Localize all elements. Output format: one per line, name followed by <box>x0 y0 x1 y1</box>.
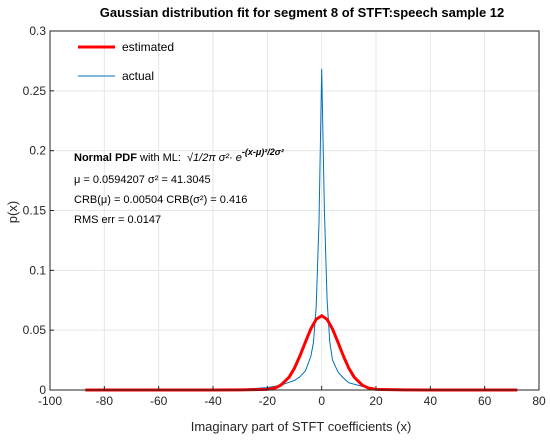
annotation-line-4: RMS err = 0.0147 <box>74 214 161 226</box>
x-tick-label: -80 <box>96 394 114 408</box>
y-tick-label: 0.25 <box>23 84 47 98</box>
legend-label-actual: actual <box>122 69 154 83</box>
x-tick-label: -60 <box>150 394 168 408</box>
x-tick-label: -40 <box>204 394 222 408</box>
x-tick-label: 40 <box>424 394 438 408</box>
y-tick-label: 0.15 <box>23 204 47 218</box>
series-line-estimated <box>85 314 518 392</box>
x-tick-label: -20 <box>259 394 277 408</box>
y-tick-label: 0 <box>39 383 46 397</box>
x-tick-label: 60 <box>478 394 492 408</box>
x-tick-label: 0 <box>318 394 325 408</box>
x-tick-label: 80 <box>532 394 546 408</box>
ticks: -100 -80 -60 -40 -20 0 20 40 60 80 0 0.05 0.1 0.15 0.2… <box>23 24 546 408</box>
annotation-formula-exponent: -(x-μ)²/2σ² <box>242 147 285 157</box>
annotation-line-1: Normal PDF with ML: √1/2π σ²· e-(x-μ)²/2σ… <box>74 147 285 164</box>
legend: estimated actual <box>78 40 174 83</box>
annotation-line-3: CRB(μ) = 0.00504 CRB(σ²) = 0.416 <box>74 194 247 206</box>
annotation-line-2: μ = 0.0594207 σ² = 41.3045 <box>74 174 211 186</box>
x-tick-label: -100 <box>38 394 62 408</box>
fit-annotation: Normal PDF with ML: √1/2π σ²· e-(x-μ)²/2σ… <box>74 147 285 226</box>
y-tick-label: 0.05 <box>23 323 47 337</box>
y-tick-label: 0.3 <box>29 24 46 38</box>
annotation-formula: √1/2π σ²· e <box>187 152 242 164</box>
legend-label-estimated: estimated <box>122 40 174 54</box>
y-tick-label: 0.1 <box>29 263 46 277</box>
x-tick-label: 20 <box>369 394 383 408</box>
chart-title: Gaussian distribution fit for segment 8 … <box>100 5 505 20</box>
y-tick-label: 0.2 <box>29 144 46 158</box>
x-axis-label: Imaginary part of STFT coefficients (x) <box>191 419 412 434</box>
annotation-ml-label: with ML: <box>137 152 181 164</box>
y-axis-label: p(x) <box>5 201 20 223</box>
series-layer <box>85 68 518 392</box>
annotation-bold-label: Normal PDF <box>74 152 137 164</box>
